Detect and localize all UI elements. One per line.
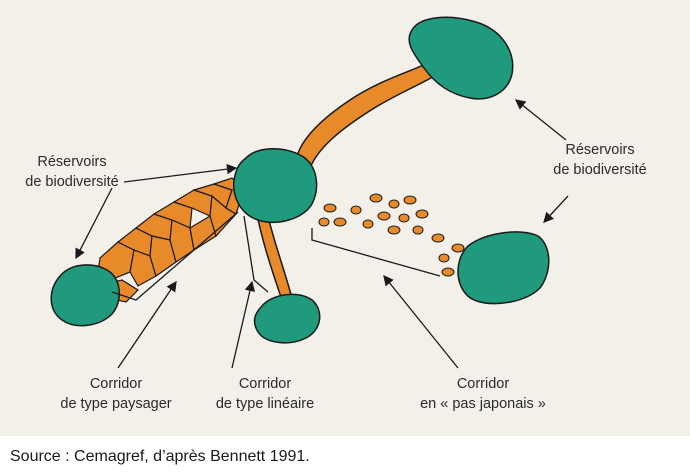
label-corridor-lineaire: Corridor de type linéaire — [190, 374, 340, 414]
bracket-landscape-corridor — [111, 211, 239, 301]
reservoir-central — [232, 148, 318, 223]
reservoir-bottom-small — [253, 293, 321, 344]
arrow-to-landscape-corridor — [117, 280, 177, 369]
label-reservoirs-right-line2: de biodiversité — [553, 162, 647, 178]
landscape-corridor — [97, 177, 245, 303]
stepping-stone-corridor — [318, 193, 465, 277]
label-corridor-paysager-line2: de type paysager — [60, 396, 172, 412]
label-corridor-lineaire-line2: de type linéaire — [215, 396, 315, 412]
reservoir-top-right — [408, 16, 514, 100]
reservoir-right — [457, 231, 550, 305]
label-reservoirs-left-line1: Réservoirs — [37, 154, 107, 170]
label-reservoirs-left: Réservoirs de biodiversité — [2, 152, 142, 192]
label-corridor-pas-japonais-line1: Corridor — [456, 376, 510, 392]
label-corridor-lineaire-line1: Corridor — [238, 376, 292, 392]
corridor-diagram — [50, 16, 569, 369]
diagram-panel: Réservoirs de biodiversité Réservoirs de… — [0, 0, 690, 436]
arrow-right-to-top-reservoir — [514, 99, 567, 141]
label-reservoirs-right-line1: Réservoirs — [565, 142, 635, 158]
label-reservoirs-right: Réservoirs de biodiversité — [530, 140, 670, 180]
label-corridor-paysager: Corridor de type paysager — [36, 374, 196, 414]
bracket-stepping-stones — [311, 228, 441, 277]
arrow-left-to-central — [123, 163, 238, 183]
label-reservoirs-left-line2: de biodiversité — [25, 174, 119, 190]
arrow-to-linear-corridor — [231, 280, 256, 369]
linear-corridor-upper — [295, 61, 440, 170]
reservoir-left — [50, 264, 120, 327]
label-corridor-pas-japonais-line2: en « pas japonais » — [420, 396, 546, 412]
arrow-right-to-right-reservoir — [543, 195, 569, 223]
arrow-to-stepping-stones — [383, 274, 459, 369]
source-caption: Source : Cemagref, d’après Bennett 1991. — [10, 448, 310, 465]
label-corridor-pas-japonais: Corridor en « pas japonais » — [398, 374, 568, 414]
label-corridor-paysager-line1: Corridor — [89, 376, 143, 392]
bracket-linear-corridor — [243, 215, 269, 293]
arrow-left-to-left-reservoir — [75, 187, 113, 260]
